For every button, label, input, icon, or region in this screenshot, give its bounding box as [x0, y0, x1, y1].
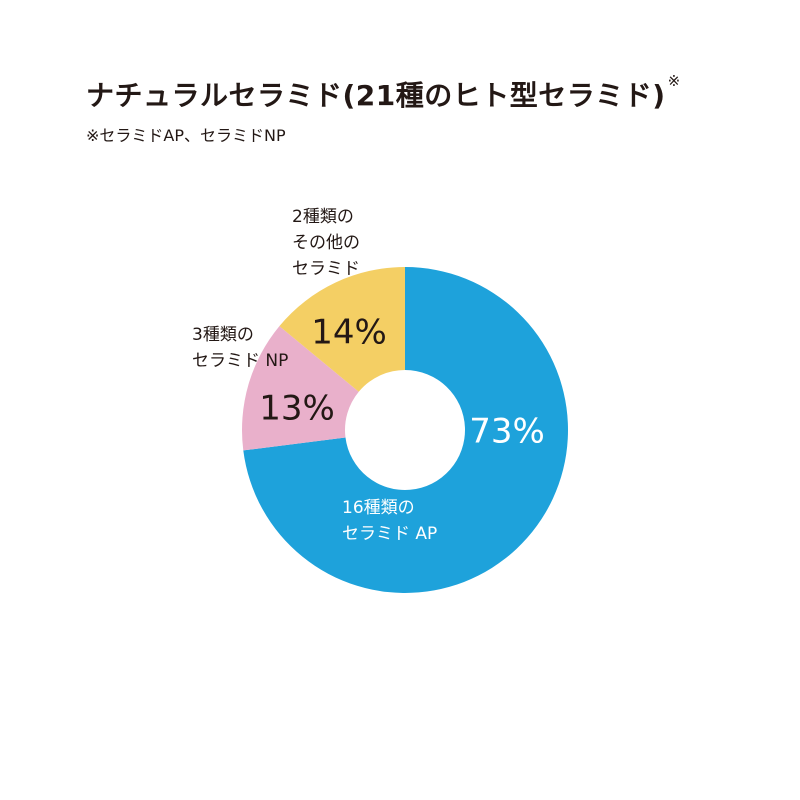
chart-note: ※セラミドAP、セラミドNP [86, 126, 286, 145]
slice-value-label-2: 13% [259, 389, 335, 429]
donut-slice-1 [243, 267, 568, 593]
donut-slice-3 [279, 267, 405, 392]
slice-category-label-3: 2種類のその他のセラミド [292, 207, 360, 279]
title-footnote-mark: ※ [667, 72, 681, 90]
donut-slice-2 [242, 326, 359, 451]
slice-value-label-3: 14% [311, 313, 387, 353]
slice-value-label-1: 73% [469, 412, 545, 452]
chart-title-text: ナチュラルセラミド(21種のヒト型セラミド) [86, 79, 666, 112]
chart-title: ナチュラルセラミド(21種のヒト型セラミド) ※ [86, 72, 681, 114]
slice-category-label-2: 3種類のセラミド NP [192, 325, 288, 371]
slice-category-label-1: 16種類のセラミド AP [342, 498, 437, 544]
